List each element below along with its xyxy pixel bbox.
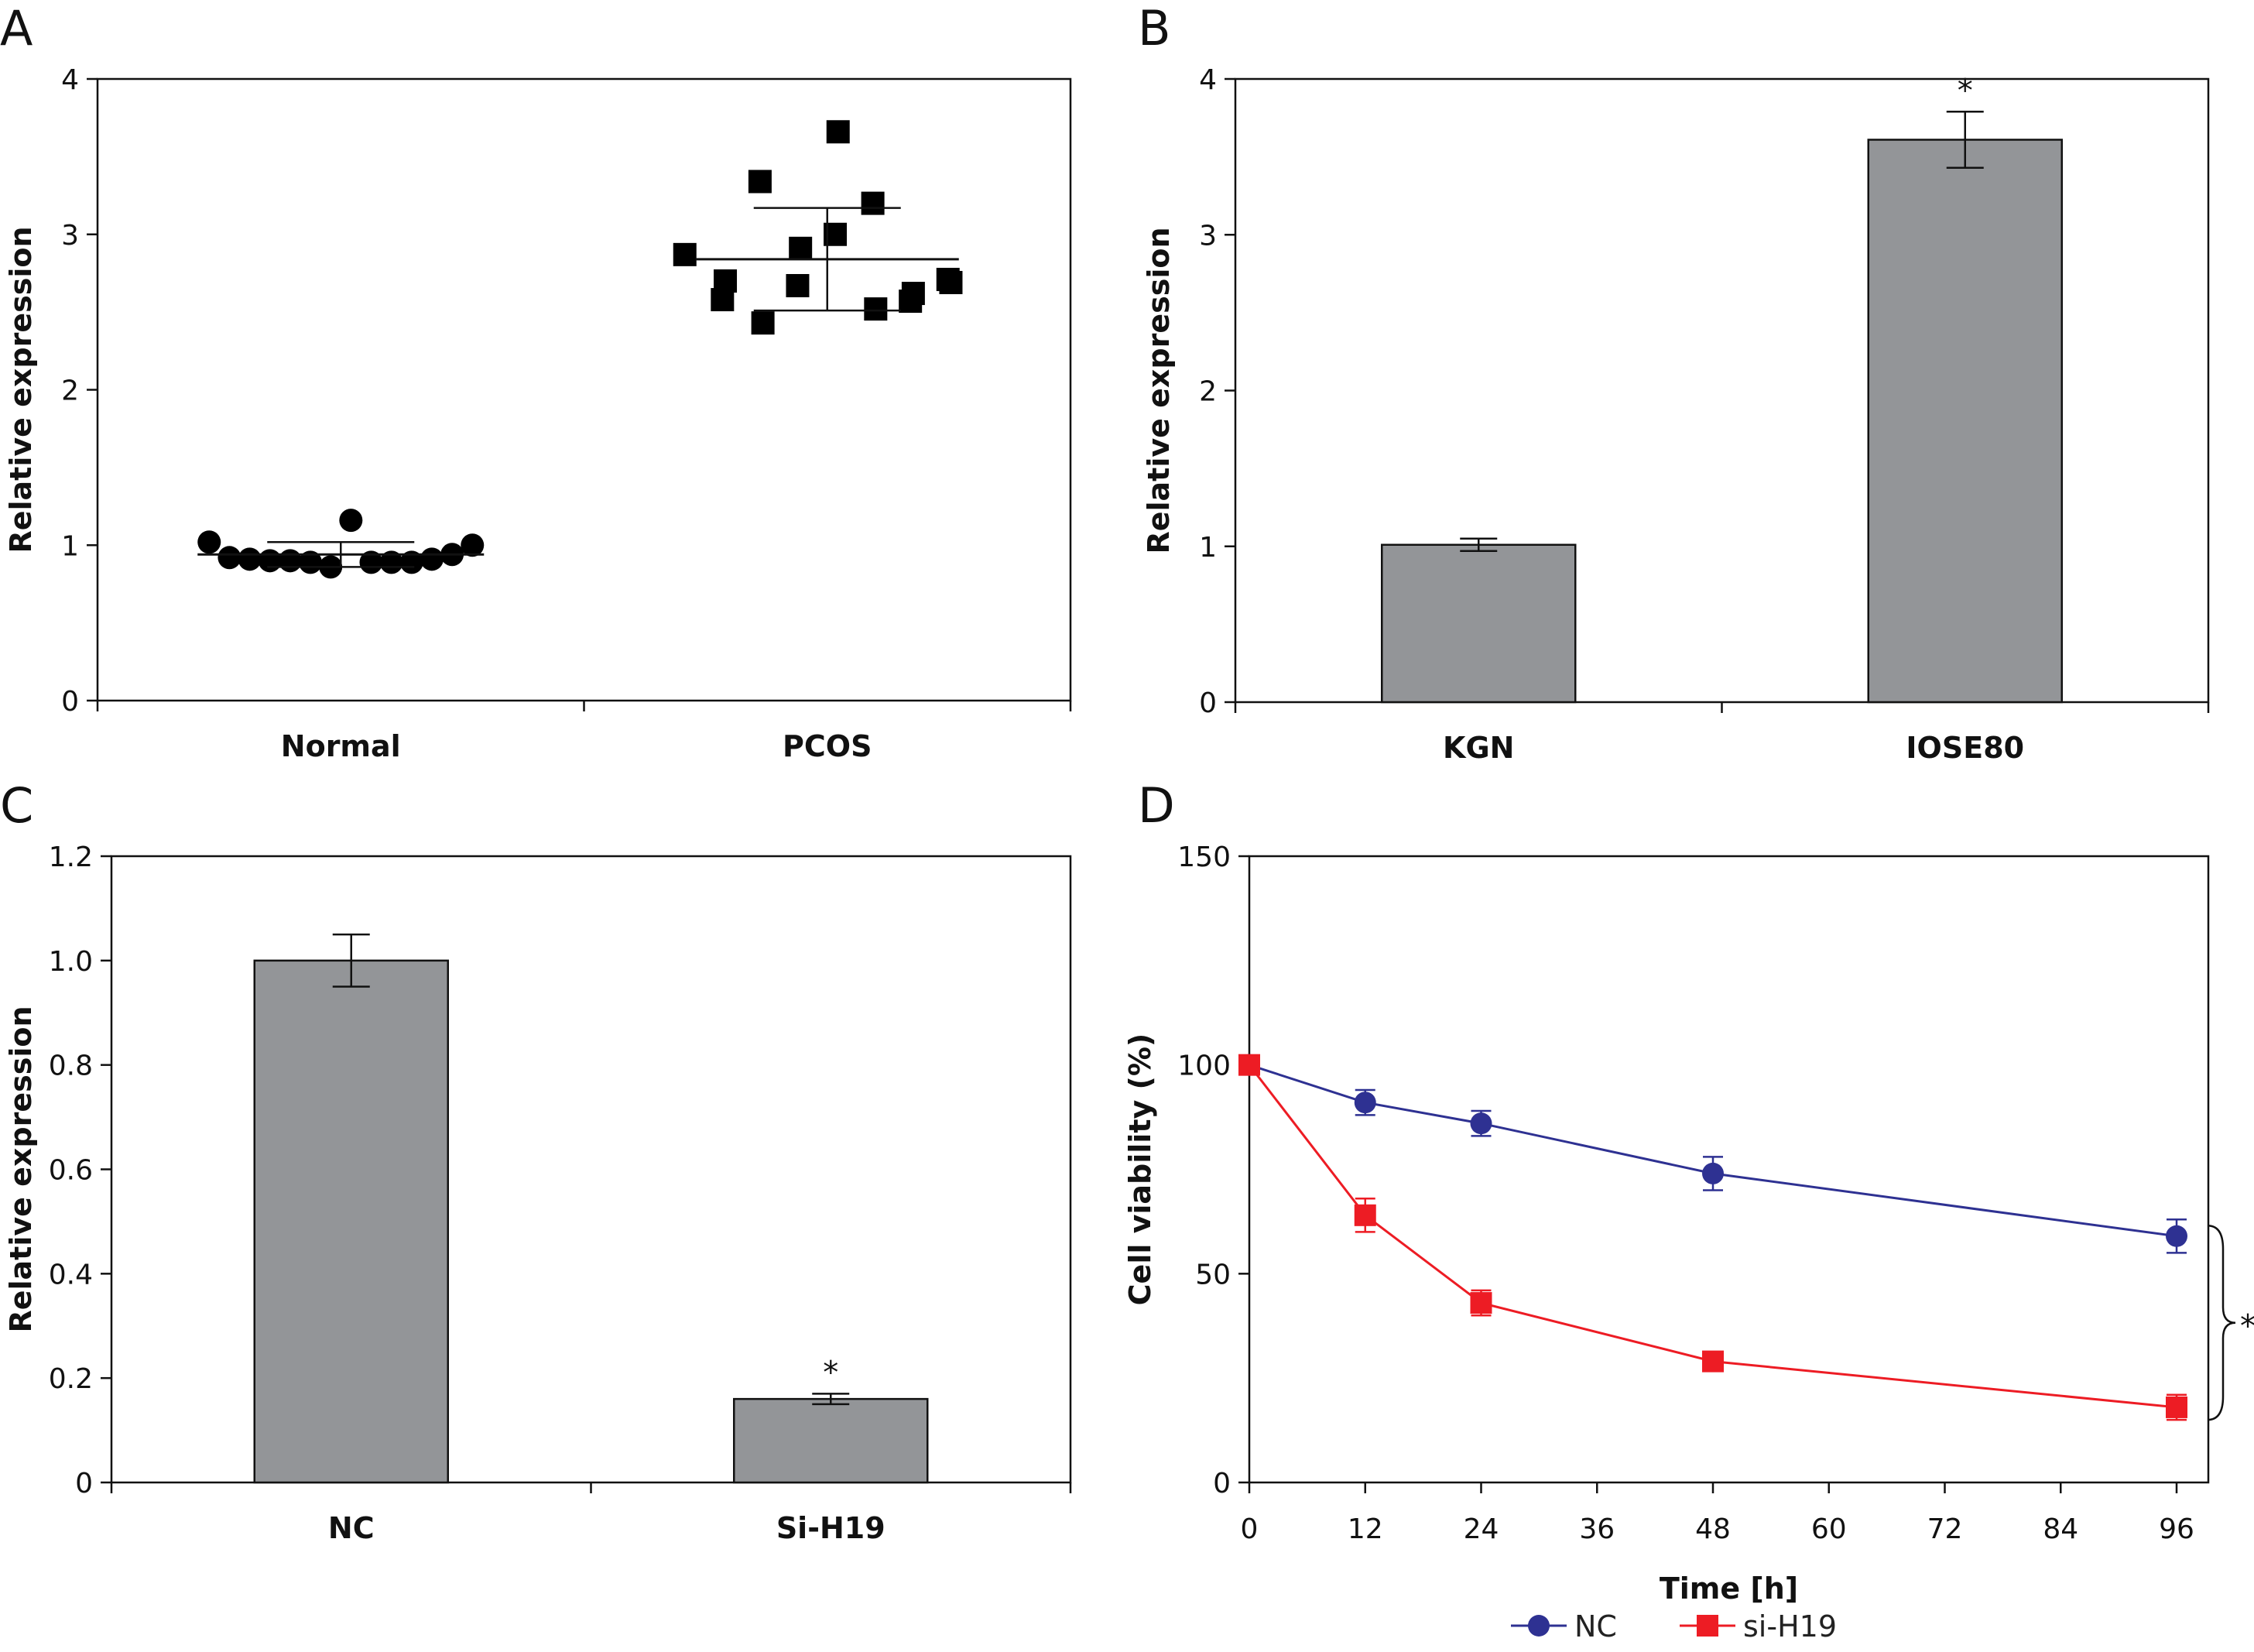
y-tick-label: 100 [1177, 1050, 1231, 1082]
data-point [2166, 1396, 2187, 1418]
data-point [1470, 1112, 1492, 1135]
y-tick-label: 3 [1199, 220, 1217, 252]
data-point [861, 191, 885, 215]
data-point [238, 547, 262, 571]
y-axis-label: Relative expression [4, 226, 38, 553]
y-tick-label: 0.4 [49, 1259, 93, 1290]
significance-marker: * [1958, 73, 1973, 108]
y-tick-label: 0 [1213, 1468, 1231, 1499]
y-tick-label: 1 [1199, 532, 1217, 564]
legend: NC si-H19 [1511, 1609, 1837, 1643]
panel-letter: A [0, 0, 33, 57]
y-tick-label: 1.0 [49, 946, 93, 978]
data-point [258, 549, 282, 573]
data-point [420, 547, 444, 571]
plot-frame [1248, 855, 2210, 1484]
data-point [1238, 1054, 1260, 1076]
data-point [1470, 1292, 1492, 1314]
data-point [1354, 1092, 1376, 1114]
y-tick-label: 4 [1199, 64, 1217, 96]
bar [1381, 543, 1577, 704]
data-point [299, 550, 323, 574]
x-tick-label: 96 [2159, 1513, 2194, 1545]
data-point [864, 297, 888, 321]
legend-label: si-H19 [1743, 1609, 1837, 1643]
data-point [1702, 1162, 1724, 1184]
x-tick-label: 0 [1241, 1513, 1259, 1545]
y-tick-label: 3 [61, 220, 79, 252]
data-point [936, 267, 960, 291]
y-tick-label: 0.2 [49, 1363, 93, 1395]
y-tick-label: 4 [61, 64, 79, 96]
y-tick-label: 50 [1195, 1259, 1231, 1290]
data-point [359, 550, 383, 574]
data-point [379, 550, 403, 574]
x-tick-label: 12 [1348, 1513, 1383, 1545]
data-point [1702, 1350, 1724, 1373]
data-point [673, 242, 697, 266]
x-category-label: KGN [1443, 731, 1514, 765]
data-point [339, 509, 363, 533]
data-point [218, 546, 242, 570]
y-tick-label: 2 [1199, 376, 1217, 408]
data-point [461, 533, 485, 557]
x-tick-label: 60 [1811, 1513, 1847, 1545]
legend-marker [1528, 1615, 1550, 1637]
panel-d: D 0 50 100 150 Cell viability (%) 0 12 24 36 48 60 7… [1123, 777, 2254, 1643]
panel-c: C 0 0.2 0.4 0.6 0.8 1.0 1.2 Relative expression N… [0, 777, 1072, 1545]
data-point [789, 236, 813, 260]
x-tick-label: 36 [1579, 1513, 1615, 1545]
series-line [1249, 1064, 2177, 1238]
significance-marker: * [823, 1355, 838, 1390]
panel-a: A 0 1 2 3 4 Relative expression Normal PCOS [0, 0, 1072, 763]
x-category-label: PCOS [783, 729, 872, 763]
significance-brace [2207, 1225, 2236, 1421]
data-point [1354, 1204, 1376, 1226]
data-point [2166, 1225, 2187, 1247]
x-tick-label: 48 [1695, 1513, 1731, 1545]
significance-marker: * [2240, 1309, 2254, 1345]
data-point [751, 311, 775, 335]
legend-label: NC [1574, 1609, 1617, 1643]
y-tick-label: 0.8 [49, 1050, 93, 1082]
x-axis-label: Time [h] [1660, 1571, 1798, 1606]
y-tick-label: 150 [1177, 841, 1231, 873]
panel-letter: D [1138, 777, 1175, 834]
panel-b: B 0 1 2 3 4 Relative expression KGN IOSE80 * [1138, 0, 2210, 765]
y-axis-label: Cell viability (%) [1123, 1033, 1157, 1306]
y-tick-label: 0 [61, 686, 79, 718]
data-point [399, 550, 423, 574]
y-axis-label: Relative expression [4, 1006, 38, 1332]
panel-letter: B [1138, 0, 1171, 57]
bar [253, 959, 449, 1484]
bar [1867, 139, 2063, 704]
data-point [899, 290, 923, 314]
data-point [278, 549, 302, 573]
y-tick-label: 2 [61, 375, 79, 407]
data-point [786, 273, 810, 297]
x-category-label: Si-H19 [776, 1511, 886, 1545]
legend-marker [1697, 1615, 1718, 1637]
data-point [197, 530, 221, 554]
plot-frame [96, 77, 1072, 702]
y-tick-label: 0 [1199, 687, 1217, 719]
x-category-label: Normal [281, 729, 401, 763]
data-point [748, 170, 772, 194]
x-category-label: IOSE80 [1906, 731, 2024, 765]
bar [733, 1397, 929, 1484]
x-tick-label: 72 [1927, 1513, 1963, 1545]
y-tick-label: 0 [75, 1468, 93, 1499]
y-tick-label: 1.2 [49, 841, 93, 873]
y-axis-label: Relative expression [1142, 227, 1176, 554]
x-tick-label: 24 [1464, 1513, 1499, 1545]
y-tick-label: 0.6 [49, 1155, 93, 1187]
x-category-label: NC [328, 1511, 375, 1545]
x-tick-label: 84 [2043, 1513, 2078, 1545]
data-point [826, 120, 850, 144]
panel-letter: C [0, 777, 33, 834]
y-tick-label: 1 [61, 530, 79, 562]
data-point [711, 288, 735, 312]
